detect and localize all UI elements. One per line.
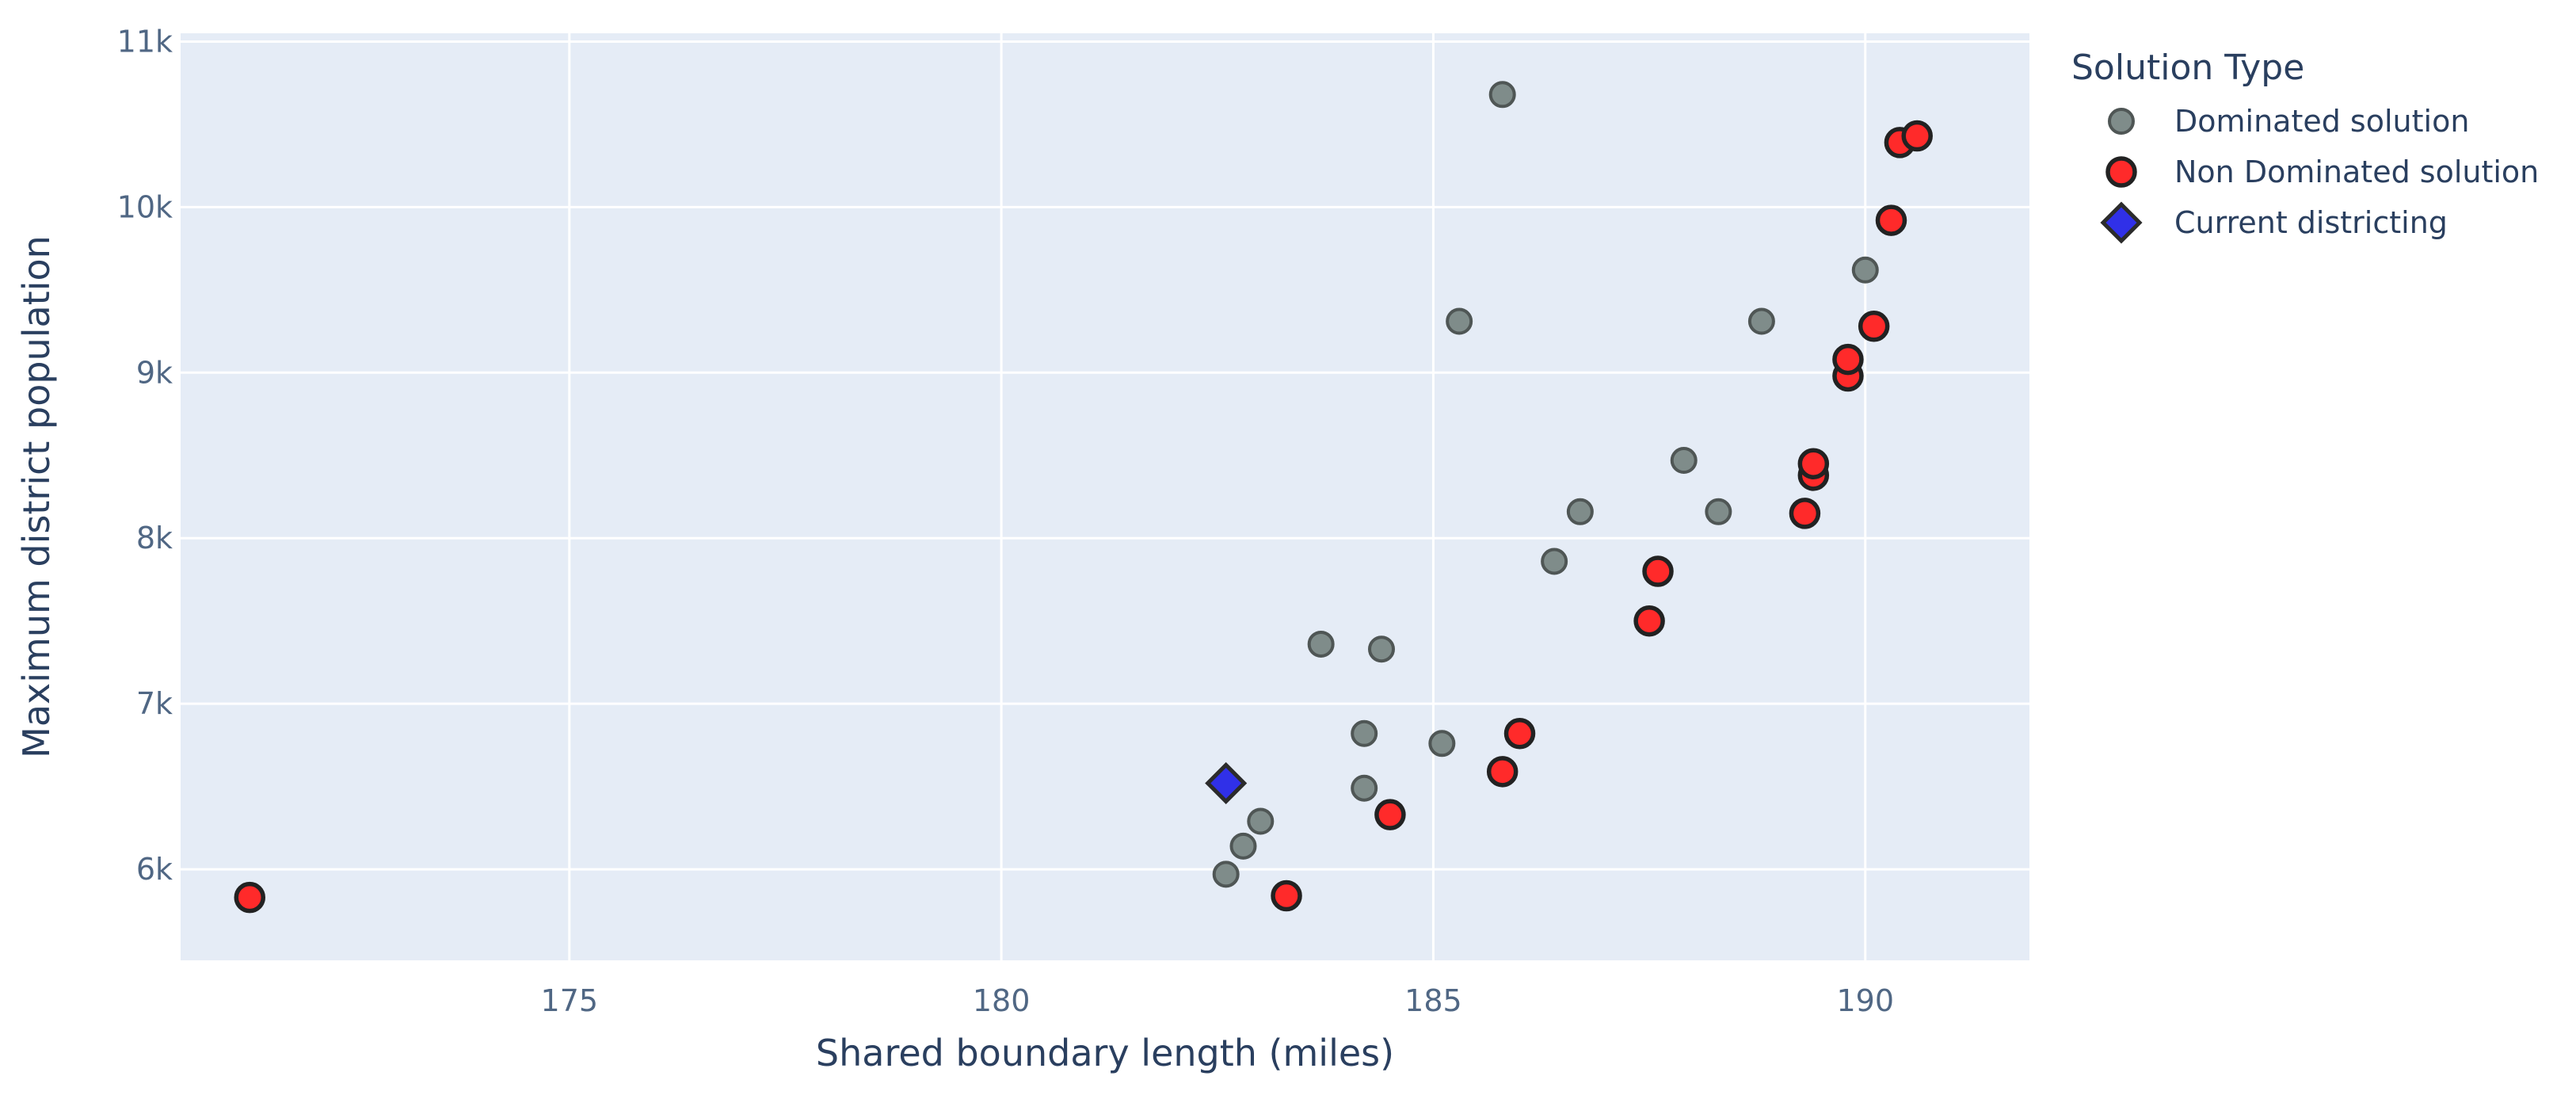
data-point: [1541, 548, 1568, 575]
x-tick-label: 175: [541, 983, 599, 1018]
legend-marker: [2100, 201, 2143, 244]
data-point: [1797, 448, 1830, 479]
data-point: [1633, 605, 1665, 637]
data-point: [1486, 756, 1519, 788]
data-point: [1901, 120, 1933, 152]
y-tick-label: 10k: [117, 189, 173, 224]
data-point: [1446, 307, 1473, 335]
legend-label: Current districting: [2174, 205, 2448, 240]
y-tick-label: 6k: [136, 852, 173, 887]
data-point: [1351, 774, 1378, 802]
data-point: [1205, 761, 1248, 804]
data-point: [1247, 807, 1275, 835]
data-point: [1858, 311, 1890, 342]
data-point: [1488, 81, 1516, 109]
legend-label: Non Dominated solution: [2174, 155, 2539, 189]
data-point: [1271, 880, 1302, 912]
data-point: [1705, 498, 1732, 525]
data-point: [1642, 555, 1674, 587]
y-tick-label: 9k: [136, 355, 173, 390]
legend-marker: [2108, 108, 2135, 135]
x-tick-label: 180: [973, 983, 1031, 1018]
data-point: [1832, 343, 1864, 376]
y-tick-label: 7k: [136, 686, 173, 721]
data-point: [1851, 256, 1879, 284]
y-axis-ticks: 6k 7k 8k 9k 10k 11k: [117, 24, 173, 887]
plot-area: [181, 33, 2029, 960]
data-point: [1229, 832, 1257, 860]
data-point: [1566, 498, 1594, 525]
data-point: [1789, 498, 1821, 529]
x-axis-title: Shared boundary length (miles): [816, 1032, 1394, 1074]
data-points: [234, 81, 1933, 914]
x-tick-label: 185: [1404, 983, 1462, 1018]
y-tick-label: 11k: [117, 24, 173, 59]
legend-label: Dominated solution: [2174, 104, 2469, 139]
series-dominated-solution: [1212, 81, 1879, 888]
y-axis-title: Maximum district population: [15, 235, 58, 758]
legend-marker: [2105, 156, 2137, 188]
data-point: [1307, 630, 1335, 658]
data-point: [1374, 799, 1406, 830]
series-non-dominated-solution: [234, 120, 1933, 914]
series-current-districting: [1205, 761, 1248, 804]
data-point: [234, 881, 266, 914]
data-point: [1212, 861, 1240, 888]
data-point: [1428, 730, 1456, 757]
legend: Solution Type Dominated solution Non Domi…: [2071, 48, 2539, 244]
data-point: [1351, 719, 1378, 747]
x-axis-ticks: 175 180 185 190: [541, 983, 1895, 1018]
data-point: [1670, 447, 1698, 475]
data-point: [1368, 635, 1396, 663]
y-tick-label: 8k: [136, 521, 173, 555]
data-point: [1503, 718, 1536, 750]
legend-title: Solution Type: [2071, 48, 2304, 88]
grid: [181, 33, 2029, 960]
x-tick-label: 190: [1837, 983, 1895, 1018]
data-point: [1875, 204, 1907, 236]
data-point: [1747, 307, 1775, 335]
